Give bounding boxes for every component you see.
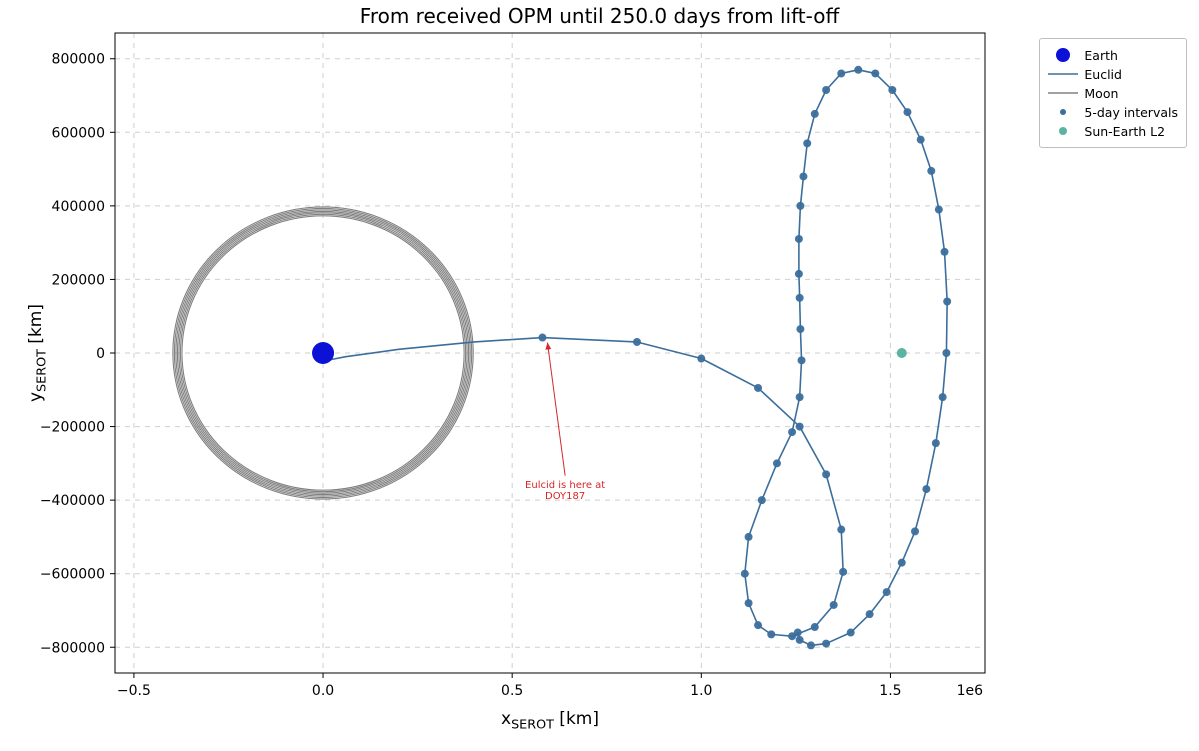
interval-marker bbox=[794, 629, 802, 637]
legend-swatch bbox=[1048, 124, 1078, 138]
legend-item: Euclid bbox=[1048, 65, 1178, 83]
legend-item: 5-day intervals bbox=[1048, 103, 1178, 121]
interval-marker bbox=[745, 533, 753, 541]
legend-item: Moon bbox=[1048, 84, 1178, 102]
x-tick-label: −0.5 bbox=[117, 683, 151, 699]
interval-marker bbox=[697, 355, 705, 363]
interval-marker bbox=[847, 629, 855, 637]
interval-marker bbox=[903, 108, 911, 116]
interval-marker bbox=[795, 235, 803, 243]
interval-marker bbox=[796, 423, 804, 431]
interval-marker bbox=[942, 349, 950, 357]
x-tick-label: 1.0 bbox=[690, 683, 712, 699]
interval-marker bbox=[795, 270, 803, 278]
legend-item: Earth bbox=[1048, 46, 1178, 64]
legend-item: Sun-Earth L2 bbox=[1048, 122, 1178, 140]
interval-marker bbox=[798, 356, 806, 364]
x-tick-label: 1.5 bbox=[879, 683, 901, 699]
interval-marker bbox=[941, 248, 949, 256]
legend-swatch bbox=[1048, 105, 1078, 119]
interval-marker bbox=[796, 393, 804, 401]
interval-marker bbox=[773, 459, 781, 467]
y-tick-label: 800000 bbox=[52, 52, 105, 68]
interval-marker bbox=[917, 136, 925, 144]
earth-point bbox=[312, 342, 334, 364]
interval-marker bbox=[935, 206, 943, 214]
y-tick-label: 0 bbox=[96, 346, 105, 362]
legend-label: Moon bbox=[1084, 86, 1118, 101]
interval-marker bbox=[754, 384, 762, 392]
legend-swatch bbox=[1048, 67, 1078, 81]
interval-marker bbox=[822, 86, 830, 94]
l2-point bbox=[897, 348, 907, 358]
interval-marker bbox=[754, 621, 762, 629]
interval-marker bbox=[911, 527, 919, 535]
plot-svg: −0.50.00.51.01.5−800000−600000−400000−20… bbox=[0, 0, 1199, 751]
annotation-arrow bbox=[547, 343, 565, 476]
interval-marker bbox=[799, 172, 807, 180]
interval-marker bbox=[811, 110, 819, 118]
interval-marker bbox=[932, 439, 940, 447]
legend-label: 5-day intervals bbox=[1084, 105, 1178, 120]
interval-marker bbox=[811, 623, 819, 631]
interval-marker bbox=[796, 636, 804, 644]
interval-marker bbox=[837, 526, 845, 534]
x-tick-label: 0.5 bbox=[501, 683, 523, 699]
interval-marker bbox=[758, 496, 766, 504]
interval-marker bbox=[767, 630, 775, 638]
interval-marker bbox=[854, 66, 862, 74]
euclid-trajectory bbox=[315, 70, 947, 646]
legend-label: Euclid bbox=[1084, 67, 1122, 82]
annotation-line2: DOY187 bbox=[545, 491, 585, 502]
interval-marker bbox=[822, 640, 830, 648]
interval-marker bbox=[927, 167, 935, 175]
interval-marker bbox=[898, 559, 906, 567]
interval-marker bbox=[745, 599, 753, 607]
interval-marker bbox=[888, 86, 896, 94]
legend-label: Earth bbox=[1084, 48, 1118, 63]
interval-marker bbox=[796, 325, 804, 333]
y-tick-label: 200000 bbox=[52, 272, 105, 288]
interval-marker bbox=[943, 298, 951, 306]
interval-marker bbox=[922, 485, 930, 493]
interval-marker bbox=[871, 69, 879, 77]
interval-marker bbox=[788, 428, 796, 436]
interval-marker bbox=[633, 338, 641, 346]
interval-marker bbox=[822, 470, 830, 478]
legend-label: Sun-Earth L2 bbox=[1084, 124, 1165, 139]
annotation-line1: Eulcid is here at bbox=[525, 480, 605, 491]
y-axis-label: ySEROT [km] bbox=[26, 193, 58, 513]
interval-marker bbox=[830, 601, 838, 609]
interval-marker bbox=[807, 641, 815, 649]
legend: Earth Euclid Moon 5-day intervals Sun-Earth … bbox=[1039, 38, 1187, 148]
interval-marker bbox=[837, 69, 845, 77]
interval-marker bbox=[538, 334, 546, 342]
legend-swatch bbox=[1048, 86, 1078, 100]
y-tick-label: −600000 bbox=[40, 567, 105, 583]
annotation-text: Eulcid is here atDOY187 bbox=[505, 480, 625, 502]
legend-swatch bbox=[1048, 48, 1078, 62]
interval-marker bbox=[796, 202, 804, 210]
x-axis-label: xSEROT [km] bbox=[390, 709, 710, 741]
x-tick-label: 0.0 bbox=[312, 683, 334, 699]
y-tick-label: 400000 bbox=[52, 199, 105, 215]
x-offset-text: 1e6 bbox=[957, 683, 984, 699]
interval-marker bbox=[883, 588, 891, 596]
interval-marker bbox=[839, 568, 847, 576]
interval-marker bbox=[741, 570, 749, 578]
y-tick-label: 600000 bbox=[52, 125, 105, 141]
interval-marker bbox=[866, 610, 874, 618]
plot-title: From received OPM until 250.0 days from … bbox=[0, 4, 1199, 28]
interval-marker bbox=[803, 139, 811, 147]
y-tick-label: −800000 bbox=[40, 640, 105, 656]
interval-marker bbox=[939, 393, 947, 401]
trajectory-plot: From received OPM until 250.0 days from … bbox=[0, 0, 1199, 751]
interval-marker bbox=[796, 294, 804, 302]
